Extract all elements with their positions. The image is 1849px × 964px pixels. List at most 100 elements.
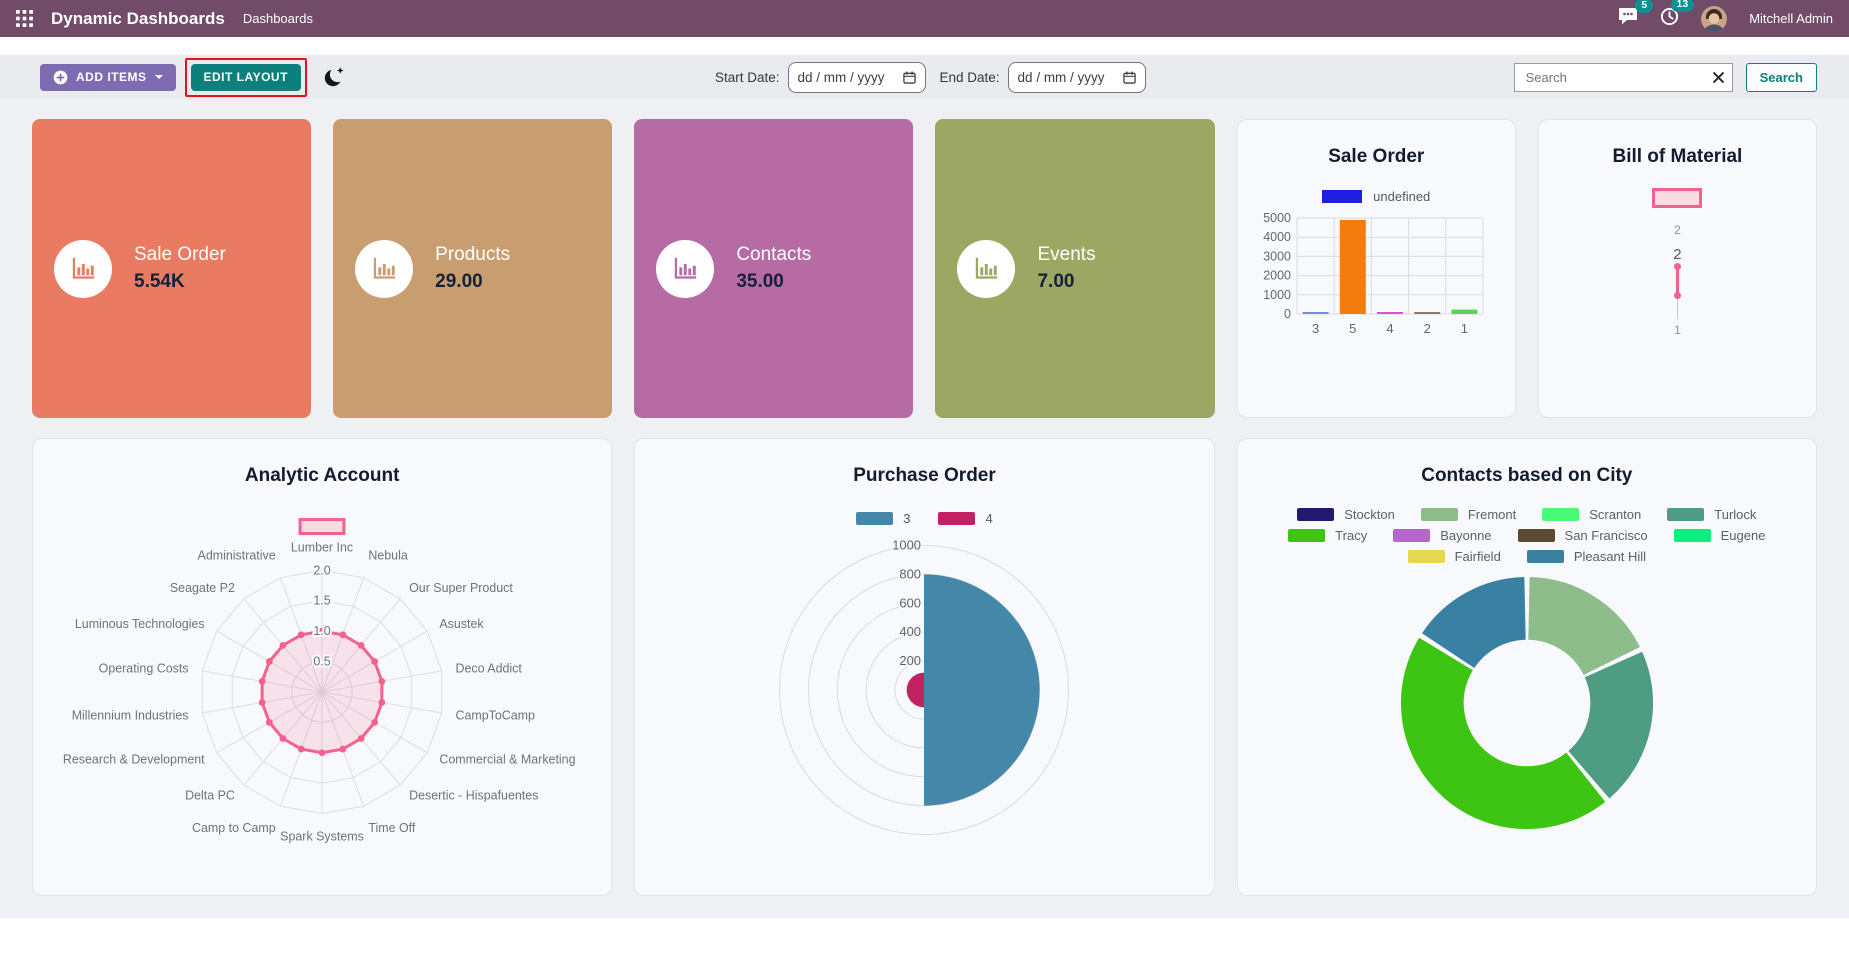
- search-button[interactable]: Search: [1745, 62, 1817, 92]
- edit-layout-highlight: EDIT LAYOUT: [184, 57, 307, 97]
- legend-swatch: [1407, 550, 1445, 563]
- tile-value: 35.00: [736, 271, 784, 292]
- legend-item[interactable]: Turlock: [1667, 507, 1756, 522]
- data-point: [1673, 263, 1681, 270]
- legend-swatch: [1297, 508, 1335, 521]
- legend-item[interactable]: Fremont: [1420, 507, 1516, 522]
- svg-text:Commercial & Marketing: Commercial & Marketing: [440, 753, 576, 767]
- end-date-input[interactable]: dd / mm / yyyy: [1007, 61, 1146, 93]
- start-date-input[interactable]: dd / mm / yyyy: [787, 61, 926, 93]
- tile-value: 29.00: [435, 271, 483, 292]
- bom-tick: 2: [1673, 246, 1682, 263]
- svg-text:Desertic - Hispafuentes: Desertic - Hispafuentes: [409, 789, 538, 803]
- svg-text:3: 3: [1312, 321, 1319, 336]
- city-doughnut-chart: [1238, 568, 1816, 848]
- svg-text:5: 5: [1349, 321, 1356, 336]
- analytic-radar-chart: 0.5 1.0 1.5 2.0 Lumber Inc Nebula Our Super Pr…: [33, 491, 611, 857]
- legend-item[interactable]: Eugene: [1673, 528, 1765, 543]
- activities-button[interactable]: 13: [1660, 0, 1695, 31]
- start-date-label: Start Date:: [714, 69, 780, 85]
- axis-line: [1676, 299, 1679, 319]
- legend-swatch: [938, 512, 976, 525]
- legend-item[interactable]: 3: [856, 511, 910, 526]
- bom-chart: 2 2 1: [1539, 188, 1816, 337]
- svg-text:Time Off: Time Off: [369, 821, 417, 835]
- legend-swatch: [1288, 529, 1326, 542]
- date-filter-group: Start Date: dd / mm / yyyy End Date: dd …: [714, 61, 1146, 93]
- svg-text:Administrative: Administrative: [198, 549, 276, 563]
- bar-chart-icon: [355, 239, 414, 298]
- avatar[interactable]: [1701, 5, 1728, 32]
- edit-layout-button[interactable]: EDIT LAYOUT: [190, 63, 301, 91]
- plus-circle-icon: [53, 70, 68, 85]
- clock-icon: [1660, 7, 1679, 31]
- svg-text:0: 0: [1284, 307, 1291, 321]
- svg-text:1000: 1000: [893, 537, 922, 552]
- legend-item[interactable]: 4: [938, 511, 993, 526]
- legend-swatch: [1673, 529, 1711, 542]
- svg-text:2: 2: [1424, 321, 1431, 336]
- legend-item[interactable]: undefined: [1373, 189, 1431, 204]
- svg-text:1: 1: [1461, 321, 1468, 336]
- chart-title: Purchase Order: [853, 465, 996, 486]
- legend-item[interactable]: Stockton: [1297, 507, 1395, 522]
- svg-text:1.5: 1.5: [314, 594, 331, 608]
- legend-item[interactable]: Scranton: [1542, 507, 1641, 522]
- clear-search-icon[interactable]: [1712, 71, 1724, 83]
- legend-swatch: [1517, 529, 1555, 542]
- svg-text:200: 200: [900, 653, 922, 668]
- kpi-tile-contacts[interactable]: Contacts 35.00: [634, 119, 914, 418]
- svg-text:4000: 4000: [1263, 230, 1291, 244]
- toolbar-right: Search: [1513, 62, 1817, 92]
- svg-text:4: 4: [1387, 321, 1394, 336]
- svg-text:Operating Costs: Operating Costs: [99, 661, 189, 675]
- add-items-button[interactable]: ADD ITEMS: [40, 63, 176, 91]
- user-name[interactable]: Mitchell Admin: [1749, 11, 1833, 26]
- svg-text:0.5: 0.5: [314, 655, 331, 669]
- legend-swatch: [856, 512, 894, 525]
- legend-item[interactable]: Tracy: [1288, 528, 1367, 543]
- legend-swatch[interactable]: [1652, 188, 1703, 208]
- purchase-polar-chart: 200 400 600 800 1000: [635, 530, 1213, 848]
- legend-item[interactable]: San Francisco: [1517, 528, 1648, 543]
- svg-text:2.0: 2.0: [314, 563, 331, 577]
- main-area: ADD ITEMS EDIT LAYOUT Start Date: dd / m…: [0, 55, 1849, 918]
- kpi-tile-sale-order[interactable]: Sale Order 5.54K: [32, 119, 312, 418]
- legend-item[interactable]: Pleasant Hill: [1526, 549, 1646, 564]
- svg-text:Nebula: Nebula: [369, 549, 408, 563]
- svg-text:Luminous Technologies: Luminous Technologies: [75, 617, 205, 631]
- svg-text:Spark Systems: Spark Systems: [280, 829, 364, 843]
- search-input[interactable]: [1523, 68, 1706, 86]
- chart-title: Sale Order: [1328, 146, 1425, 167]
- svg-text:400: 400: [900, 624, 922, 639]
- legend-swatch: [1667, 508, 1705, 521]
- svg-text:2000: 2000: [1263, 269, 1291, 283]
- start-date-value: dd / mm / yyyy: [797, 69, 885, 85]
- bar-chart-icon: [656, 239, 715, 298]
- legend-item[interactable]: Bayonne: [1393, 528, 1492, 543]
- navbar-left: Dynamic Dashboards Dashboards: [16, 9, 313, 29]
- messages-button[interactable]: 5: [1618, 0, 1654, 30]
- end-date-value: dd / mm / yyyy: [1017, 69, 1105, 85]
- kpi-tile-products[interactable]: Products 29.00: [333, 119, 613, 418]
- chart-title: Contacts based on City: [1421, 465, 1633, 486]
- tile-title: Sale Order: [134, 244, 226, 265]
- app-title: Dynamic Dashboards: [51, 8, 225, 28]
- apps-grid-icon[interactable]: [16, 10, 33, 27]
- sale-order-chart-card: Sale Order undefined 0 1000 2000 3000 4000 50…: [1236, 119, 1516, 418]
- sale-order-chart-legend: undefined: [1238, 189, 1515, 204]
- legend-swatch: [1420, 508, 1458, 521]
- svg-text:3000: 3000: [1263, 249, 1291, 263]
- kpi-tile-events[interactable]: Events 7.00: [935, 119, 1215, 418]
- moon-icon: [323, 65, 347, 89]
- svg-text:5000: 5000: [1263, 211, 1291, 225]
- tile-title: Events: [1037, 244, 1096, 265]
- legend-item[interactable]: Fairfield: [1407, 549, 1501, 564]
- end-date-label: End Date:: [939, 69, 1000, 85]
- menu-dashboards[interactable]: Dashboards: [242, 11, 313, 26]
- dark-mode-toggle[interactable]: [323, 65, 347, 89]
- svg-text:CampToCamp: CampToCamp: [456, 708, 536, 722]
- bottom-row: Analytic Account 0.5 1.0 1.5 2.0 Lumber Inc N…: [32, 438, 1817, 896]
